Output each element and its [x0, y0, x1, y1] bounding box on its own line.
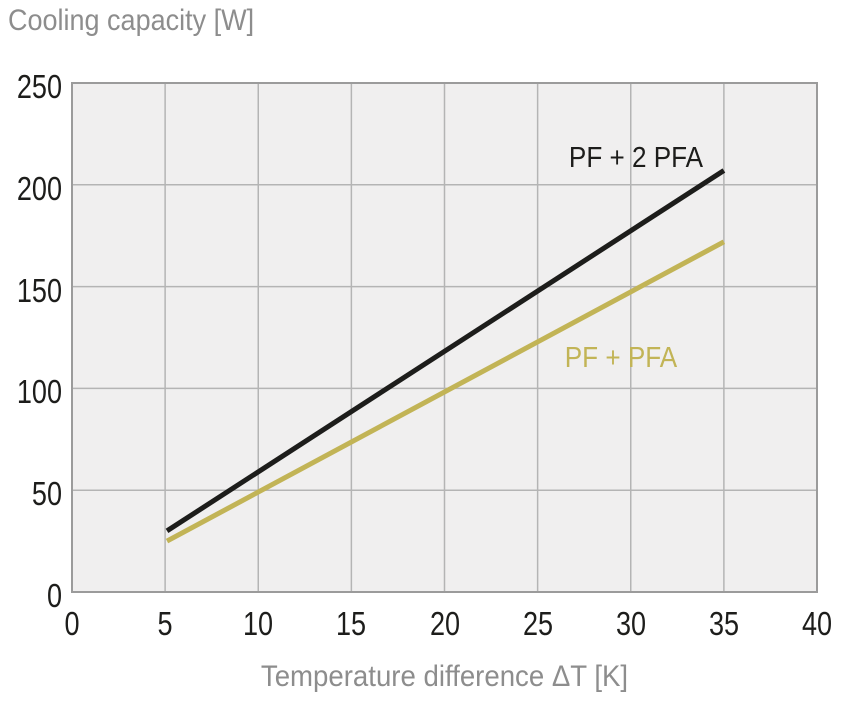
x-tick-5: 5 — [157, 605, 173, 642]
y-tick-0: 0 — [46, 577, 62, 614]
y-axis-title: Cooling capacity [W] — [8, 4, 255, 37]
x-tick-35: 35 — [708, 605, 739, 642]
y-tick-200: 200 — [16, 169, 63, 207]
series-line-pf-2pfa — [165, 168, 726, 533]
x-tick-30: 30 — [615, 605, 646, 642]
x-tick-25: 25 — [522, 605, 553, 642]
x-axis-title: Temperature difference ΔT [K] — [260, 660, 629, 693]
x-tick-20: 20 — [429, 605, 460, 642]
x-tick-40: 40 — [801, 605, 833, 642]
y-tick-100: 100 — [16, 373, 63, 411]
y-tick-150: 150 — [16, 271, 63, 309]
y-tick-250: 250 — [16, 68, 63, 105]
x-tick-0: 0 — [64, 605, 80, 642]
series-label-pf-2pfa: PF + 2 PFA — [569, 142, 704, 175]
y-tick-50: 50 — [31, 475, 62, 513]
series-line-pf-pfa — [165, 239, 726, 544]
x-tick-10: 10 — [243, 605, 274, 642]
plot-border — [71, 82, 818, 593]
series-label-pf-pfa: PF + PFA — [565, 341, 678, 374]
x-tick-15: 15 — [336, 605, 367, 642]
